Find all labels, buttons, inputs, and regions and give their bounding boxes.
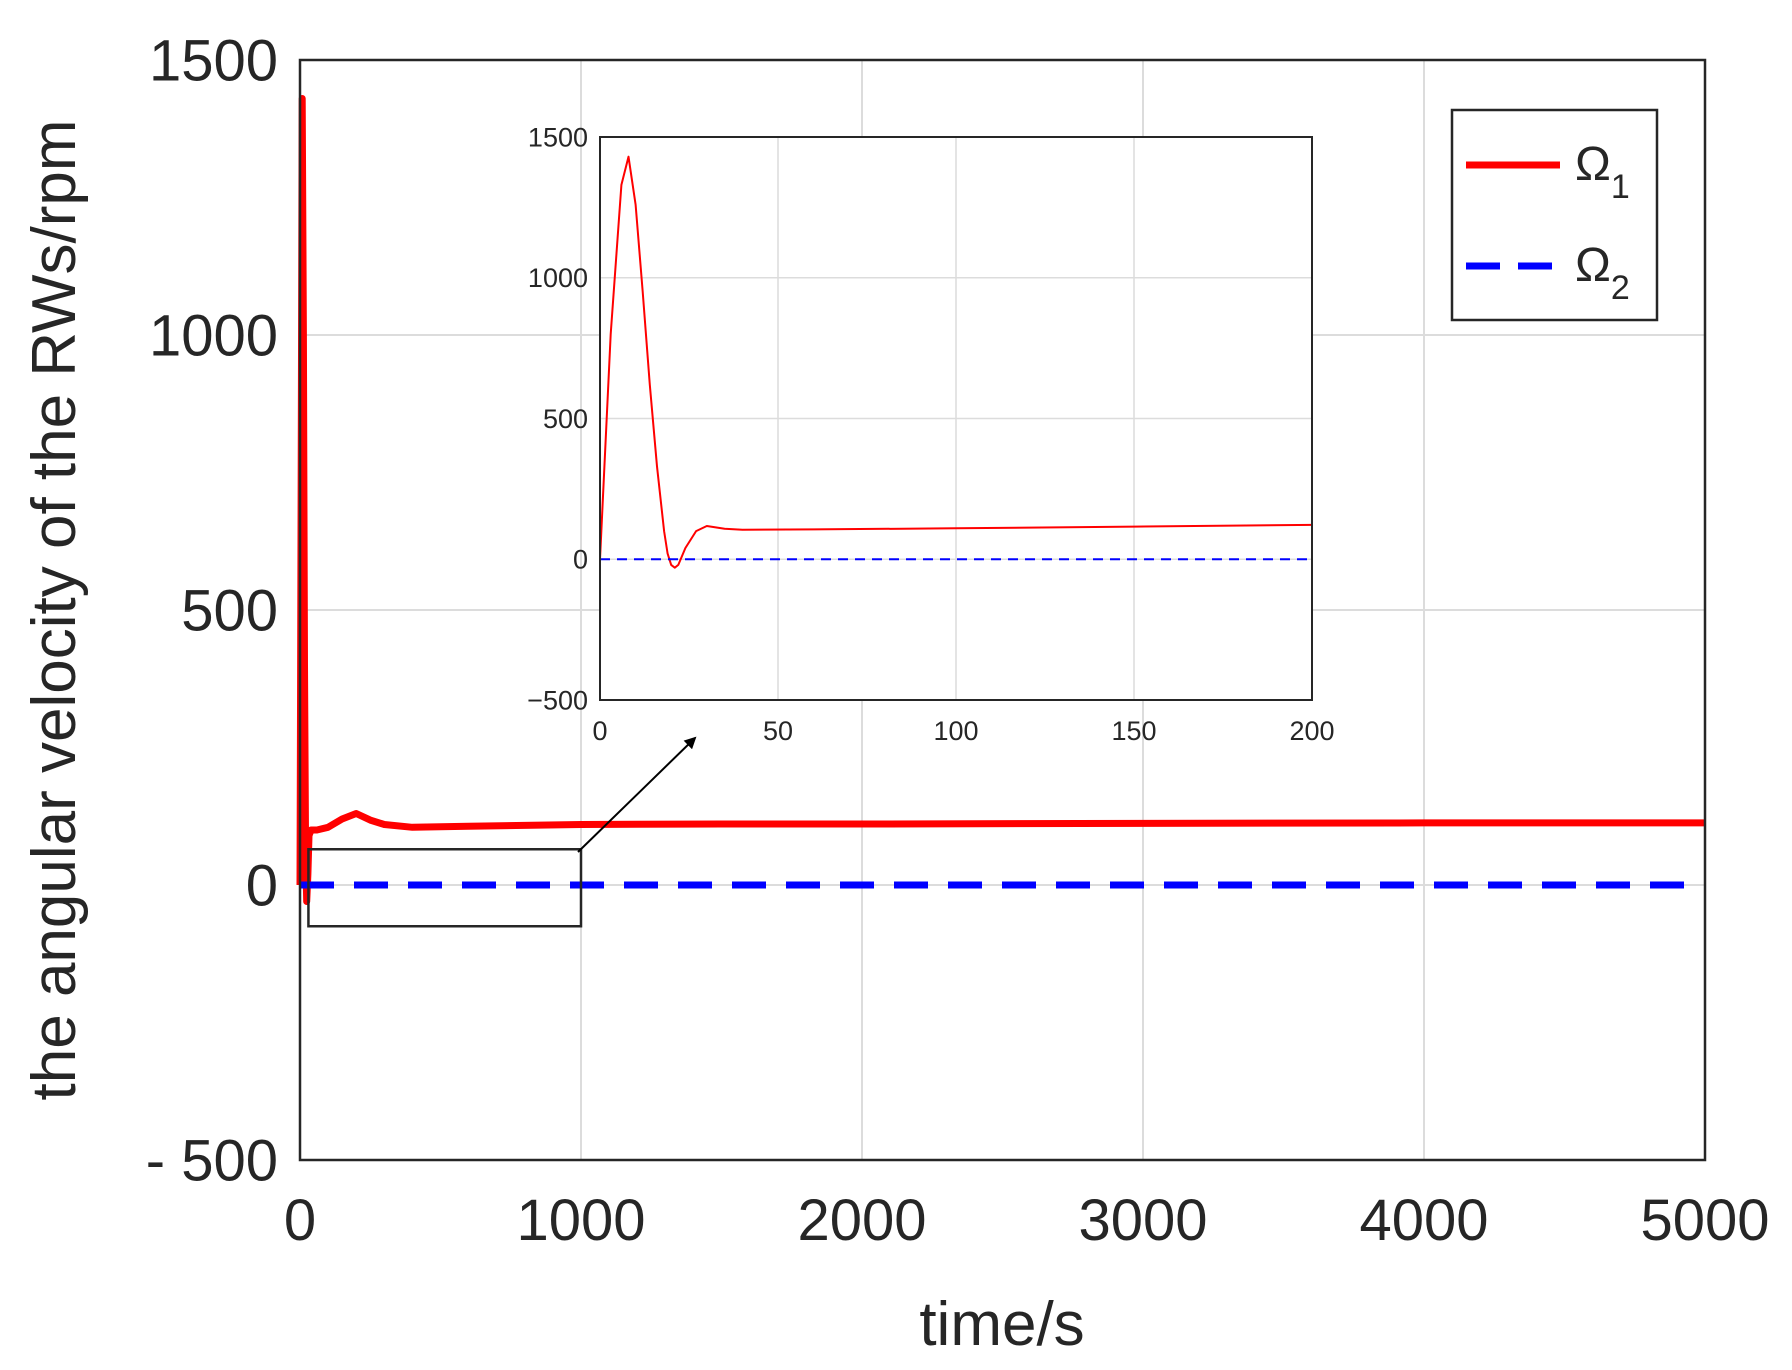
main-y-tick-label-3: 1000: [149, 303, 278, 368]
inset-y-tick-label-1: 0: [573, 545, 588, 575]
inset-y-tick-labels: −500 0 500 1000 1500: [527, 122, 588, 715]
main-x-tick-labels: 0 1000 2000 3000 4000 5000: [284, 1188, 1770, 1253]
inset-series-line-1: [599, 155, 1313, 569]
legend-label-series-1-name: Ω: [1575, 138, 1611, 191]
x-axis-label: time/s: [919, 1290, 1084, 1359]
main-y-tick-labels: - 500 0 500 1000 1500: [146, 28, 278, 1193]
main-x-tick-label-0: 0: [284, 1188, 316, 1253]
inset-grid: [600, 137, 1312, 700]
inset-series: [599, 155, 1313, 569]
legend-label-series-2-name: Ω: [1575, 239, 1611, 292]
inset-x-tick-label-1: 50: [763, 716, 793, 746]
main-axes-frame: [298, 58, 1707, 1162]
inset-axes-frame: [599, 136, 1313, 701]
main-x-tick-label-4: 4000: [1359, 1188, 1488, 1253]
main-y-tick-label-0: - 500: [146, 1128, 278, 1193]
inset-x-tick-label-2: 100: [933, 716, 978, 746]
inset-y-tick-label-2: 500: [543, 404, 588, 434]
legend-label-series-2-sub: 2: [1611, 269, 1630, 307]
main-y-tick-label-1: 0: [246, 853, 278, 918]
main-zoom-box: [307, 848, 583, 928]
inset-y-tick-label-4: 1500: [528, 122, 588, 152]
legend-box: [1450, 108, 1659, 322]
legend-label-series-1-sub: 1: [1611, 168, 1630, 206]
zoom-rectangle: [307, 848, 583, 928]
inset-x-tick-label-4: 200: [1289, 716, 1334, 746]
legend-label-series-2: Ω2: [1575, 239, 1630, 307]
inset-x-tick-label-0: 0: [592, 716, 607, 746]
inset-x-tick-labels: 0 50 100 150 200: [592, 716, 1334, 746]
main-series: [296, 95, 1705, 905]
zoom-arrow: [577, 736, 697, 853]
main-y-tick-label-4: 1500: [149, 28, 278, 93]
main-x-tick-label-3: 3000: [1078, 1188, 1207, 1253]
legend-label-series-1: Ω1: [1575, 138, 1630, 206]
main-x-tick-label-1: 1000: [516, 1188, 645, 1253]
legend: Ω1 Ω2: [1450, 108, 1659, 322]
inset-y-tick-label-0: −500: [527, 685, 588, 715]
inset-y-tick-label-3: 1000: [528, 263, 588, 293]
main-series-line-1: [296, 95, 1705, 905]
main-x-tick-label-2: 2000: [797, 1188, 926, 1253]
main-y-tick-label-2: 500: [181, 578, 278, 643]
main-x-tick-label-5: 5000: [1640, 1188, 1769, 1253]
y-axis-label: the angular velocity of the RWs/rpm: [20, 120, 89, 1101]
inset-x-tick-label-3: 150: [1111, 716, 1156, 746]
